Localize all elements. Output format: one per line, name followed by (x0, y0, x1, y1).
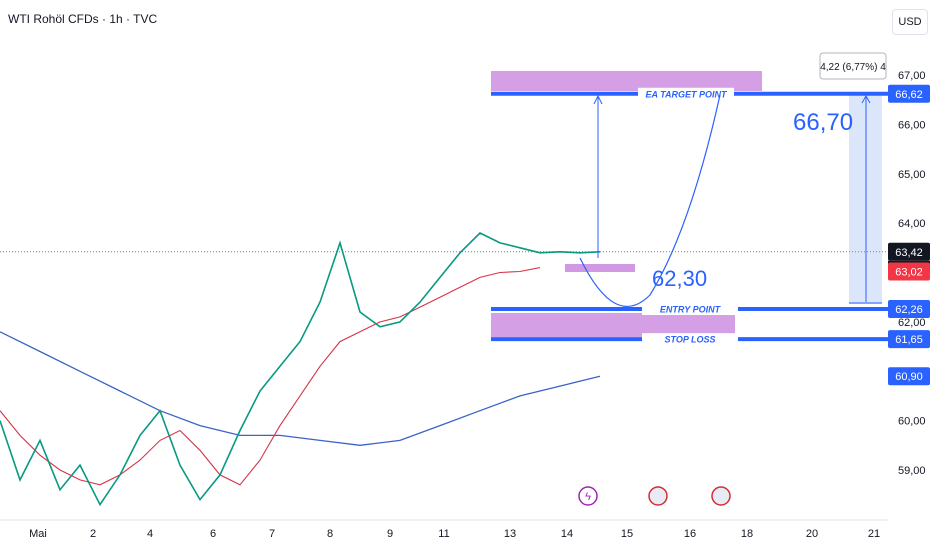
level-label: EA TARGET POINT (646, 89, 729, 99)
lightning-icon-glyph: ϟ (585, 491, 591, 503)
x-tick-label: 6 (210, 528, 216, 540)
lightning-icon[interactable] (578, 486, 598, 506)
price-badge-label: 63,02 (895, 267, 923, 279)
x-tick-label: 20 (806, 528, 818, 540)
target-label: 66,70 (793, 109, 853, 136)
x-tick-label: 9 (387, 528, 393, 540)
price-badge (888, 330, 930, 349)
y-tick-label: 65,00 (898, 169, 926, 181)
level-label: ENTRY POINT (660, 305, 722, 315)
x-tick-label: 11 (438, 528, 449, 540)
x-tick-label: Mai (29, 528, 47, 540)
y-tick-label: 59,00 (898, 465, 926, 477)
price-badge (888, 367, 930, 386)
price-badge-label: 60,90 (895, 371, 923, 383)
x-tick-label: 13 (504, 528, 516, 540)
fast-moving-average[interactable] (0, 267, 541, 486)
measure-tooltip (819, 52, 887, 80)
current-zone[interactable] (565, 264, 635, 272)
level-label-bg (642, 333, 738, 346)
price-badge (888, 262, 930, 281)
price-badge (888, 84, 930, 103)
x-tick-label: 7 (269, 528, 275, 540)
price-badge-label: 62,26 (895, 304, 923, 316)
x-tick-label: 14 (561, 528, 573, 540)
x-tick-label: 4 (147, 528, 153, 540)
measure-label: 4,22 (6,77%) 4 (820, 62, 886, 73)
level-label-bg (642, 303, 738, 316)
y-tick-label: 60,00 (898, 416, 926, 428)
price-badge-label: 66,62 (895, 89, 923, 101)
price-badge (888, 242, 930, 261)
y-tick-label: 64,00 (898, 218, 926, 230)
x-tick-label: 16 (684, 528, 696, 540)
projection-curve (579, 94, 721, 307)
us-flag-icon[interactable] (648, 486, 668, 506)
level-label: STOP LOSS (664, 335, 715, 345)
x-tick-label: 18 (741, 528, 753, 540)
x-tick-label: 8 (327, 528, 333, 540)
dip-label: 62,30 (652, 266, 707, 291)
y-tick-label: 66,00 (898, 119, 926, 131)
target-zone[interactable] (491, 71, 762, 91)
currency-button[interactable]: USD (892, 9, 928, 35)
measure-arrowhead (861, 94, 871, 104)
symbol-title: WTI Rohöl CFDs · 1h · TVC (8, 12, 158, 26)
target-arrowhead (593, 94, 603, 105)
x-tick-label: 21 (868, 528, 880, 540)
level-label-bg (638, 87, 734, 100)
price-badge (888, 300, 930, 319)
entry-zone[interactable] (491, 313, 735, 337)
slow-moving-average[interactable] (0, 331, 601, 446)
y-tick-label: 62,00 (898, 317, 926, 329)
y-tick-label: 67,00 (898, 70, 926, 82)
price-line[interactable] (0, 232, 601, 507)
price-badge-label: 63,42 (895, 247, 923, 259)
price-badge-label: 61,65 (895, 334, 923, 346)
us-flag-icon[interactable] (711, 486, 731, 506)
x-tick-label: 2 (90, 528, 96, 540)
x-tick-label: 15 (621, 528, 633, 540)
